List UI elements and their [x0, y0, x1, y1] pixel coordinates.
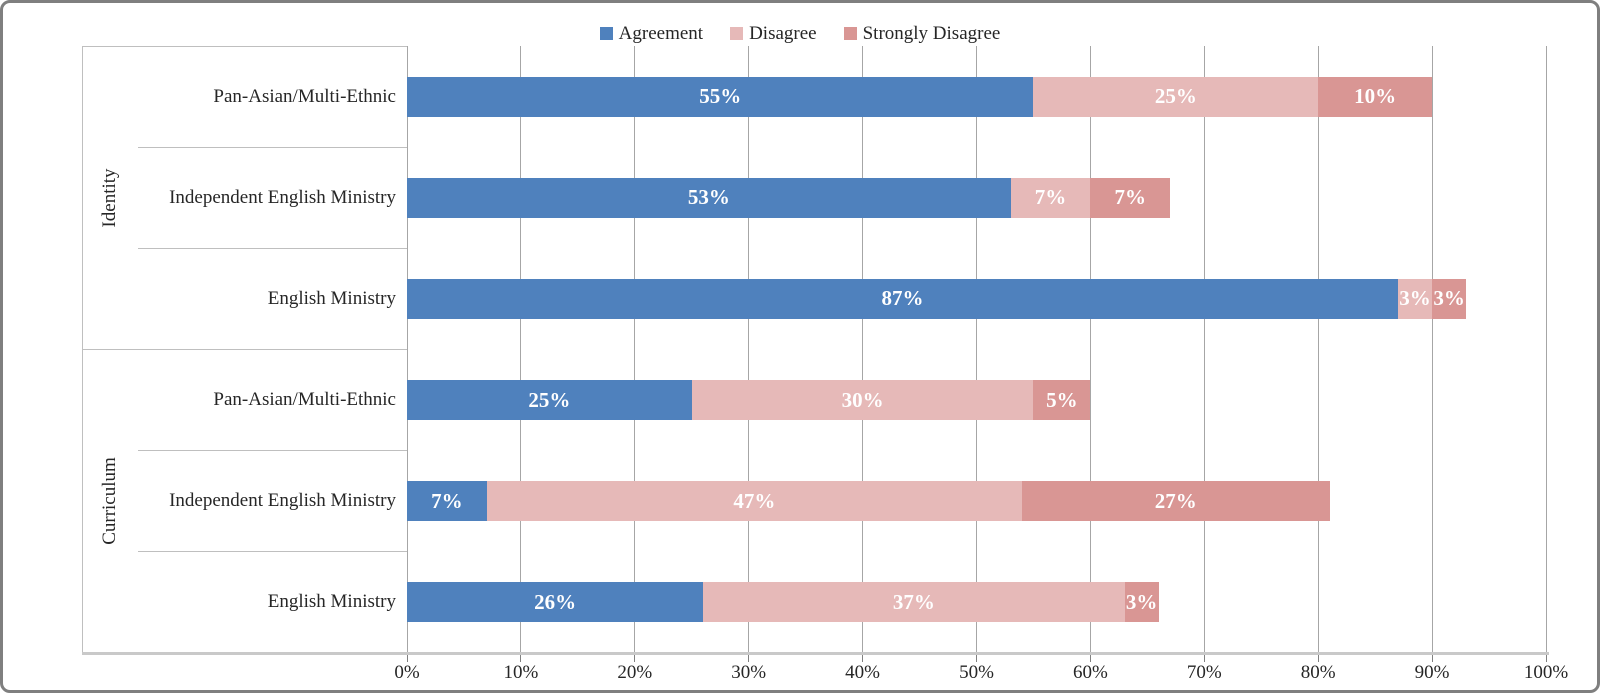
legend-label: Agreement	[618, 22, 704, 44]
legend-item-2: Strongly Disagree	[843, 22, 1001, 44]
group-divider-line	[82, 349, 407, 350]
category-divider-line	[138, 551, 407, 553]
axis-group-label-curriculum: Curriculum	[99, 457, 120, 546]
category-label: English Ministry	[267, 591, 396, 613]
bar-data-label: 7%	[431, 488, 463, 513]
axis-tick	[406, 653, 408, 662]
bar-data-label: 30%	[841, 387, 884, 412]
bar-segment-strongly-disagree: 10%	[1318, 76, 1433, 117]
bar-segment-disagree: 47%	[486, 481, 1023, 522]
x-axis-tick-label: 40%	[845, 662, 880, 683]
axis-tick	[1545, 653, 1547, 662]
gridline	[1431, 46, 1433, 653]
label-area-top-border	[82, 46, 407, 47]
category-divider-line	[138, 450, 407, 452]
bar-data-label: 10%	[1354, 84, 1397, 109]
bar-data-label: 25%	[528, 387, 571, 412]
bar-segment-strongly-disagree: 27%	[1022, 481, 1330, 522]
bar-segment-strongly-disagree: 3%	[1124, 582, 1159, 623]
bar-segment-agreement: 26%	[407, 582, 704, 623]
x-axis-tick-label: 50%	[959, 662, 994, 683]
legend-item-0: Agreement	[599, 22, 704, 44]
gridline	[406, 46, 408, 653]
bar-data-label: 53%	[687, 185, 730, 210]
bar-segment-agreement: 7%	[407, 481, 487, 522]
gridline	[862, 46, 864, 653]
bar-data-label: 3%	[1399, 286, 1431, 311]
category-divider-line	[138, 146, 407, 148]
x-axis-tick-label: 90%	[1414, 662, 1450, 683]
category-label: Pan-Asian/Multi-Ethnic	[213, 85, 396, 107]
axis-tick	[1431, 653, 1433, 662]
bar-data-label: 55%	[699, 84, 742, 109]
x-axis-line	[82, 652, 1549, 655]
bar-data-label: 25%	[1154, 84, 1197, 109]
axis-tick	[862, 653, 864, 662]
bar-segment-disagree: 37%	[703, 582, 1125, 623]
bar-segment-disagree: 25%	[1033, 76, 1319, 117]
category-divider-line	[138, 247, 407, 249]
bar-segment-agreement: 53%	[407, 177, 1011, 218]
x-axis-tick-label: 60%	[1072, 662, 1108, 683]
category-label: Independent English Ministry	[169, 490, 396, 512]
axis-tick	[1203, 653, 1205, 662]
bar-data-label: 27%	[1154, 488, 1197, 513]
legend-swatch-icon	[599, 26, 613, 40]
x-axis-tick-label: 100%	[1523, 662, 1569, 683]
bar-data-label: 5%	[1046, 387, 1078, 412]
gridline	[1203, 46, 1205, 653]
bar-segment-agreement: 25%	[407, 380, 692, 421]
axis-tick	[1089, 653, 1091, 662]
x-axis-tick-label: 30%	[731, 662, 767, 683]
chart-legend: Agreement Disagree Strongly Disagree	[3, 19, 1597, 47]
bar-data-label: 37%	[892, 589, 935, 614]
bar-data-label: 47%	[733, 488, 776, 513]
legend-item-1: Disagree	[730, 24, 817, 43]
gridline	[634, 46, 636, 653]
axis-tick	[1317, 653, 1319, 662]
legend-label: Disagree	[749, 22, 817, 44]
x-axis-tick-label: 0%	[394, 662, 420, 683]
bar-segment-strongly-disagree: 7%	[1090, 177, 1171, 218]
x-axis-tick-label: 80%	[1300, 662, 1336, 683]
axis-tick	[634, 653, 636, 662]
legend-swatch-icon	[843, 26, 857, 40]
x-axis-tick-label: 20%	[617, 662, 653, 683]
category-label: English Ministry	[267, 287, 396, 309]
gridline	[1089, 46, 1091, 653]
axis-tick	[976, 653, 977, 662]
gridline	[1317, 46, 1319, 653]
bar-data-label: 7%	[1034, 185, 1067, 210]
bar-segment-strongly-disagree: 5%	[1033, 380, 1091, 421]
bar-segment-agreement: 55%	[407, 76, 1034, 117]
x-axis-tick-label: 70%	[1186, 662, 1222, 683]
gridline	[520, 46, 522, 653]
category-label: Pan-Asian/Multi-Ethnic	[213, 389, 396, 411]
gridline	[976, 46, 977, 653]
bar-data-label: 3%	[1125, 589, 1158, 614]
bar-segment-agreement: 87%	[407, 278, 1398, 319]
legend-swatch-icon	[730, 26, 744, 40]
x-axis-tick-label: 10%	[503, 662, 539, 683]
axis-group-label-identity: Identity	[99, 168, 120, 228]
gridline	[748, 46, 750, 653]
bar-segment-disagree: 3%	[1397, 278, 1433, 319]
category-label: Independent English Ministry	[169, 186, 396, 208]
bar-segment-disagree: 30%	[691, 380, 1034, 421]
bar-data-label: 7%	[1114, 185, 1147, 210]
bar-data-label: 26%	[534, 589, 577, 614]
bar-data-label: 3%	[1433, 286, 1465, 311]
legend-label: Strongly Disagree	[862, 22, 1001, 44]
bar-segment-strongly-disagree: 3%	[1432, 278, 1467, 319]
bar-segment-disagree: 7%	[1010, 177, 1091, 218]
axis-tick	[520, 653, 522, 662]
bar-data-label: 87%	[881, 286, 924, 311]
gridline	[1545, 46, 1547, 653]
axis-tick	[748, 653, 750, 662]
